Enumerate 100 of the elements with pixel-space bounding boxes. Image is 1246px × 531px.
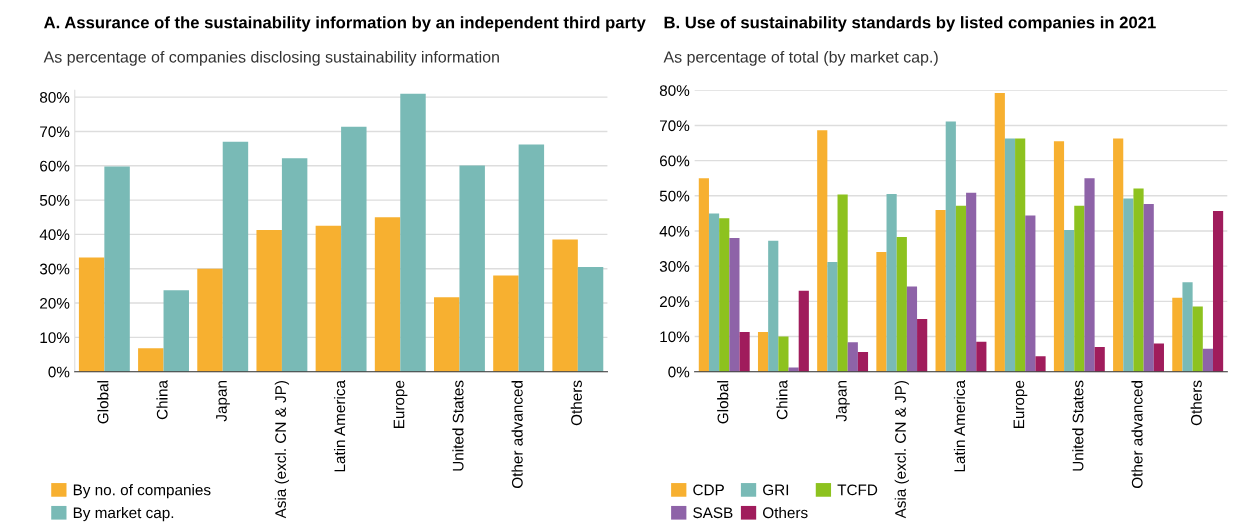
x-tick-label: Others [1190, 380, 1202, 426]
x-tick-label: Other advanced [511, 381, 523, 489]
bar [552, 239, 578, 372]
bar [222, 141, 249, 372]
y-tick-label: 30% [659, 261, 690, 272]
bar [798, 290, 809, 372]
chart-title: A. Assurance of the sustainability information by an independent third party [44, 16, 646, 32]
bar [837, 194, 848, 372]
bar [1004, 138, 1016, 372]
x-tick-label: China [776, 380, 788, 420]
bar [281, 158, 308, 372]
y-tick-label: 40% [659, 225, 690, 237]
bar [163, 290, 189, 372]
x-tick-label: Others [570, 380, 582, 426]
bar [577, 267, 604, 372]
bar [1172, 297, 1183, 372]
bar [778, 336, 789, 372]
bar [886, 194, 897, 372]
bar [708, 213, 720, 372]
y-tick-label: 20% [659, 296, 690, 308]
bar [1113, 138, 1124, 372]
chart-subtitle: As percentage of total (by market cap.) [663, 50, 938, 66]
bar [1053, 141, 1065, 372]
bar [374, 217, 401, 372]
x-tick-label: Europe [393, 380, 408, 429]
y-tick-label: 30% [39, 263, 70, 275]
bar [817, 130, 828, 372]
bar [719, 218, 730, 372]
legend-label: SASB [693, 507, 733, 519]
y-tick-label: 80% [39, 92, 70, 103]
y-tick-label: 80% [659, 85, 690, 96]
y-tick-label: 70% [40, 126, 70, 138]
chart-title: B. Use of sustainability standards by listed companies in 2021 [664, 16, 1156, 32]
bar [197, 268, 223, 372]
bar [1123, 198, 1134, 372]
y-tick-label: 40% [39, 229, 70, 241]
bar [1133, 188, 1144, 372]
y-tick-label: 0% [48, 366, 70, 378]
bar [493, 275, 519, 372]
bar [935, 209, 946, 372]
bar [917, 318, 928, 372]
bar [1025, 215, 1036, 372]
bar [1202, 348, 1213, 372]
bar [256, 229, 282, 372]
x-tick-label: Japan [836, 381, 850, 422]
x-tick-label: Asia (excl. CN & JP) [274, 380, 290, 519]
bar [1074, 205, 1085, 372]
bar [994, 93, 1005, 372]
bar [1064, 229, 1075, 372]
legend-label: TCFD [837, 484, 878, 496]
legend-label: By market cap. [73, 506, 174, 522]
x-tick-label: Europe [1013, 380, 1028, 429]
legend-label: GRI [763, 484, 789, 496]
bar [341, 126, 367, 372]
bar [434, 297, 460, 372]
bar [104, 166, 130, 372]
bar [976, 341, 987, 372]
bar [315, 225, 342, 372]
bar [1035, 356, 1046, 372]
bar [966, 192, 977, 372]
y-tick-label: 70% [659, 120, 690, 132]
x-tick-label: Asia (excl. CN & JP) [894, 380, 909, 519]
bar [768, 240, 779, 372]
y-tick-label: 10% [660, 331, 690, 343]
bar [788, 367, 799, 372]
y-tick-label: 10% [40, 332, 70, 344]
x-tick-label: Other advanced [1131, 381, 1143, 489]
x-tick-label: Global [717, 381, 729, 424]
bar [459, 165, 485, 372]
bar [945, 121, 956, 372]
bar [518, 144, 545, 372]
bar [876, 252, 887, 372]
bar [1094, 347, 1105, 372]
x-tick-label: United States [452, 380, 464, 471]
y-tick-label: 60% [659, 155, 690, 167]
y-tick-label: 50% [39, 194, 70, 206]
bar [1182, 282, 1193, 372]
bar [78, 257, 105, 372]
x-tick-label: Latin America [333, 380, 346, 472]
bar [1212, 210, 1224, 372]
y-tick-label: 20% [40, 297, 70, 309]
bar [739, 331, 750, 372]
bar [896, 236, 907, 372]
chart-subtitle: As percentage of companies disclosing sustainability information [43, 50, 499, 66]
x-tick-label: China [156, 380, 168, 420]
x-tick-label: United States [1072, 380, 1084, 471]
legend-label: By no. of companies [73, 484, 211, 499]
bar [857, 352, 869, 372]
bar [955, 205, 967, 372]
bar [1153, 343, 1164, 372]
y-tick-label: 0% [668, 366, 690, 378]
bar [1015, 138, 1026, 372]
bar [698, 178, 709, 372]
bar [729, 238, 740, 372]
y-tick-label: 60% [40, 160, 70, 172]
bar [757, 331, 769, 372]
x-tick-label: Global [97, 381, 109, 424]
x-tick-label: Japan [216, 381, 230, 422]
bar [1084, 178, 1095, 372]
bar [847, 342, 858, 372]
